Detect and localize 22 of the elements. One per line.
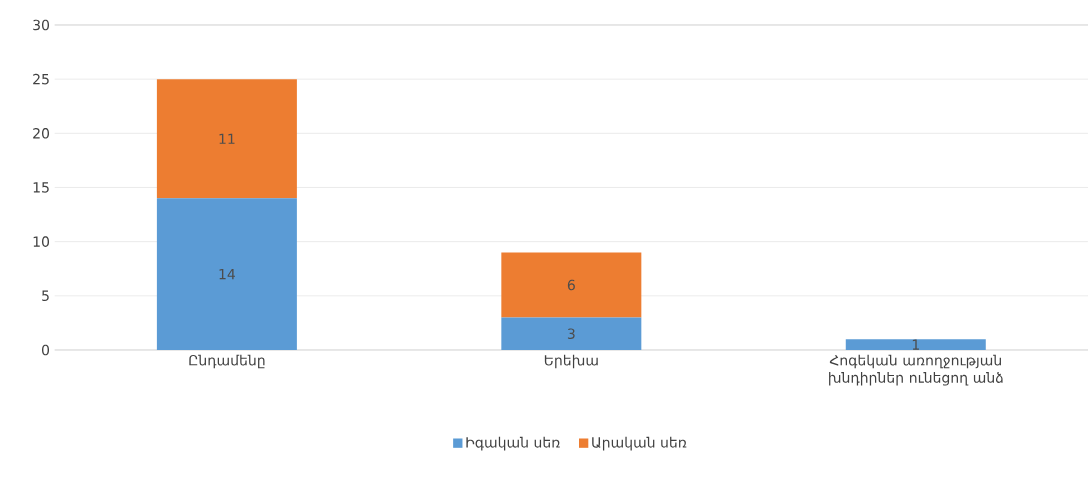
bar xyxy=(501,252,642,318)
legend-label: Իգական սեռ xyxy=(466,436,560,451)
y-tick-label: 10 xyxy=(33,236,50,247)
bar xyxy=(845,339,986,350)
data-label: 3 xyxy=(567,328,575,340)
x-tick-label: Երեխա xyxy=(544,354,598,369)
y-tick-label: 30 xyxy=(33,19,50,31)
x-tick-label: Ընդամենը xyxy=(189,354,265,369)
data-label: 1 xyxy=(912,339,919,350)
data-label: 11 xyxy=(219,133,235,144)
legend-label: Արական սեռ xyxy=(592,436,687,451)
bar xyxy=(501,317,642,350)
data-label: 14 xyxy=(219,269,236,280)
y-tick-label: 5 xyxy=(42,290,49,302)
y-tick-label: 0 xyxy=(41,344,50,356)
data-label: 6 xyxy=(567,279,575,291)
y-tick-label: 15 xyxy=(33,182,49,193)
y-tick-label: 25 xyxy=(33,73,49,85)
y-tick-label: 20 xyxy=(33,128,50,139)
bar xyxy=(156,198,297,350)
bar xyxy=(156,79,297,199)
x-tick-label: Հոգեկան առողջության խնդիրներ ունեցող անձ xyxy=(829,354,1003,386)
